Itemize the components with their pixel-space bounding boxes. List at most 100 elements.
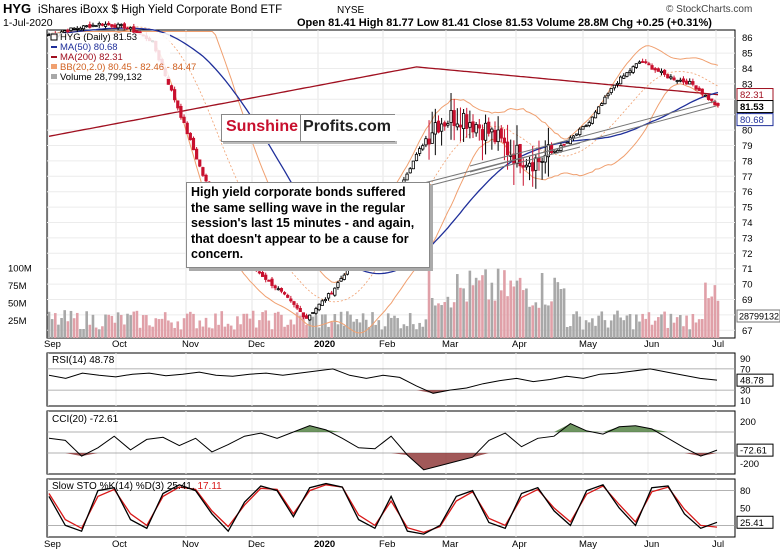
volume-bar [434,305,437,338]
volume-bar [565,327,569,338]
volume-bar [481,275,484,338]
watermark: © StockCharts.com [666,4,752,15]
candle-body [336,282,340,288]
candle-body [176,100,180,109]
candle-body [110,24,114,27]
candle-body [88,24,92,28]
candle-body [499,128,503,139]
candle-body [100,23,104,26]
volume-bar [214,313,217,338]
volume-bar [242,313,246,338]
volume-bar [154,318,158,338]
volume-bar [515,280,519,338]
candle-body [125,27,130,30]
volume-bar [226,323,230,338]
ind-tick-70: 70 [740,364,751,375]
candle-body [587,122,591,126]
stochastic-lines: 80 50 25.41 [47,479,774,537]
volume-bar [669,313,673,338]
month-label-Apr: Apr [512,339,527,350]
volume-bar [518,277,522,338]
candle-body [97,22,101,26]
volume-bar [594,325,597,338]
legend-ma50: MA(50) 80.68 [60,42,118,53]
volume-bar [82,329,85,338]
ind-last-box [736,515,774,529]
candle-body [195,148,199,160]
candle-body [345,266,349,275]
candle-body [69,27,73,31]
cci-panel: 200 -72.61 -200 CCI(20) -72.61 [46,410,774,475]
ind-last-box [736,443,774,457]
volume-bar [540,273,544,338]
candle-body [691,81,695,85]
candle-body [597,106,601,114]
volume-bar [653,320,657,338]
volume-bar [110,315,114,338]
candle-body [575,133,579,136]
volume-bar [468,270,472,338]
candle-body [477,124,481,129]
volume-bar [628,314,632,338]
volume-bar [600,311,604,338]
candle-body [446,123,450,126]
volume-bar [254,327,258,338]
volume-bar [267,320,271,338]
volume-bar [280,314,283,338]
volume-bar [53,313,57,338]
volume-bar [377,320,381,338]
volume-bar [167,320,170,338]
candle-body [201,167,205,176]
ind-tick-200: 200 [740,417,756,428]
candle-body [474,124,478,134]
candle-body [339,278,343,282]
x-axis-labels-bottom: Sep Oct Nov Dec 2020 Feb Mar Apr May Jun Jul [44,539,724,550]
volume-bar [349,314,352,338]
description-label: iShares iBoxx $ High Yield Corporate Bon… [38,4,282,16]
volume-bar [537,307,541,338]
volume-bar [88,324,92,338]
rsi-title: RSI(14) 48.78 [52,355,115,366]
volume-bar [496,268,500,338]
sto-k-line [48,482,718,535]
volume-bar [358,322,362,338]
volume-bar [547,305,550,338]
ind-last-box [736,373,774,387]
month-label-bottom-Jun: Jun [644,539,659,550]
volume-bar [685,315,688,338]
volume-bar [66,321,70,338]
volume-bar [368,326,371,338]
price-axis: 8685848382818079787776757473727170696867… [736,33,774,337]
candle-body [116,23,120,29]
candle-body [458,124,463,128]
candle-body [63,30,67,33]
volume-bar [638,321,641,338]
candle-body [644,61,648,64]
volume-bar [264,310,268,338]
volume-bar [606,327,610,338]
candle-body [436,120,441,133]
month-label-Nov: Nov [182,339,199,350]
volume-bar [412,324,415,338]
volume-bar [531,305,534,338]
candle-body [603,96,607,105]
ind-tick-10: 10 [740,396,751,407]
price-tick-67: 67 [742,326,753,337]
ma50-line [48,27,719,275]
volume-bar [192,313,195,338]
volume-bar [437,303,440,338]
candle-body [653,68,657,71]
volume-bar [509,280,513,338]
candle-body [47,34,51,37]
volume-bar [320,314,324,338]
candle-body [405,173,409,181]
volume-bar [132,311,136,338]
volume-bar [57,324,60,338]
volume-bar [679,315,682,338]
volume-bar [631,329,635,338]
volume-bar [550,301,553,338]
volume-bar [440,305,443,338]
month-label-bottom-Dec: Dec [248,539,265,550]
candle-body [418,148,422,154]
